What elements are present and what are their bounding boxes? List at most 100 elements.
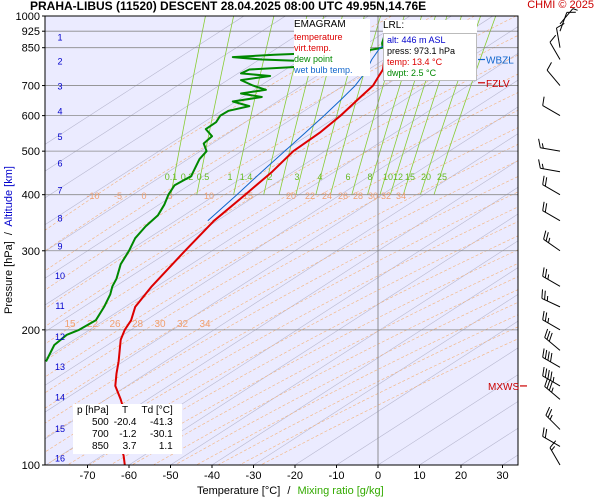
wind-barb-feather [546,379,551,389]
dry-adiabat-line [45,127,518,394]
wind-barb-feather [544,377,549,387]
lrl-box: LRL: alt: 446 m ASL press: 973.1 hPa tem… [383,20,477,81]
wind-barb-feather [547,274,550,280]
mixing-ratio-label: 12 [393,172,403,182]
wind-barb-feather [546,330,551,340]
level-marker-label: MXWS [488,382,519,393]
legend-item-virt-temp: virt.temp. [294,43,332,53]
dry-adiabat-line [45,176,518,439]
legend-title: EMAGRAM [294,19,346,30]
wind-barb-staff [559,8,574,25]
altitude-label: 15 [55,424,65,434]
moist-adiabat-label: 5 [167,191,172,201]
wind-barb-staff [544,337,561,351]
wind-barb-staff [544,386,561,400]
altitude-label: 10 [55,271,65,281]
chart-title: PRAHA-LIBUS (11520) DESCENT 28.04.2025 0… [30,0,427,13]
wind-barb-staff [542,210,561,222]
isotherm-line [45,106,518,413]
wind-barb-feather [544,428,548,438]
wind-barb-staff [542,275,561,287]
wind-barb-feather [550,371,553,381]
table-cell: 850 [92,441,109,452]
altitude-label: 4 [57,106,62,116]
dry-adiabat-line [45,160,518,424]
x-tick-label: 10 [413,470,425,482]
wind-barb-staff [549,41,561,60]
y-tick-label: 300 [22,246,40,258]
wind-barb-feather [544,328,549,338]
y-tick-label: 400 [22,190,40,202]
y-axis-separator: / [3,231,15,235]
y-axis-altitude-label: Altitude [km] [3,166,15,227]
wind-barb-feather [550,352,553,362]
wind-barb-feather [547,408,553,418]
wind-barb-feather [538,159,541,169]
wind-barb-feather [538,138,541,148]
dry-adiabat-line [45,54,518,327]
table-cell: 500 [92,417,109,428]
wind-barb-feather [544,203,548,213]
dry-adiabat-line [45,16,517,291]
wind-barb-staff [542,105,561,117]
header-temp: T [122,405,129,416]
isotherm-line [128,213,518,465]
moist-adiabat-label: 22 [305,191,315,201]
wind-barb-staff [549,447,561,466]
moist-adiabat-label: 30 [368,191,378,201]
copyright-text[interactable]: CHMI © 2025 [527,0,594,11]
wind-barb-feather [541,143,544,149]
y-axis-pressure-label: Pressure [hPa] [3,241,15,314]
plot-frame [44,15,519,466]
y-tick-label: 200 [22,325,40,337]
wind-barb-feather [541,163,544,169]
wind-barb-feather [543,230,547,240]
mixing-ratio-label: 1 [227,172,232,182]
table-cell: -41.3 [149,417,173,428]
lrl-dewpoint: dwpt: 2.5 °C [387,68,437,78]
table-cell: 700 [92,429,109,440]
dry-adiabat-line [45,206,518,465]
wind-barb-feather [552,376,555,382]
moist-adiabat-label: 10 [204,191,214,201]
dry-adiabat-label: 30 [154,319,166,330]
isotherm-line [45,53,518,359]
lrl-altitude: alt: 446 m ASL [387,35,446,45]
altitude-label: 3 [57,81,62,91]
y-tick-label: 700 [22,81,40,93]
altitude-label: 8 [57,213,62,223]
mixing-ratio-label: 0.5 [197,172,210,182]
mixing-ratio-label: 4 [317,172,322,182]
dry-adiabat-label: 28 [132,319,144,330]
levels-table-header: p [hPa] T Td [°C] [77,405,178,417]
wind-barb-feather [544,177,548,187]
table-row: 500 -20.4 -41.3 [77,417,178,429]
wind-barb-feather [546,62,552,71]
altitude-label: 7 [57,185,62,195]
x-tick-label: -30 [246,470,262,482]
moist-adiabat-label: 24 [322,191,332,201]
mixing-ratio-label: 8 [367,172,372,182]
altitude-label: 9 [57,242,62,252]
wind-barb-feather [547,351,550,361]
dry-adiabat-label: 22 [87,319,99,330]
altitude-label: 1 [57,33,62,43]
wind-barb-feather [549,34,557,43]
mixing-ratio-label: 15 [405,172,415,182]
x-tick-label: 30 [496,470,508,482]
wind-barb-feather [541,289,543,299]
isotherm-line [45,133,518,440]
isotherm-line [45,79,518,386]
legend-item-temperature: temperature [294,32,343,42]
y-tick-label: 500 [22,146,40,158]
mixing-ratio-label: 0.2 [181,172,194,182]
lrl-pressure: press: 973.1 hPa [387,46,456,56]
dry-adiabat-line [45,16,475,272]
wind-barb-staff [556,27,561,48]
wind-barb-feather [542,348,545,358]
table-row: 850 3.7 1.1 [77,441,178,453]
mixing-ratio-label: 0.1 [165,172,178,182]
moist-adiabat-label: 34 [396,191,406,201]
moist-adiabat-label: 15 [243,191,253,201]
altitude-label: 13 [55,362,65,372]
